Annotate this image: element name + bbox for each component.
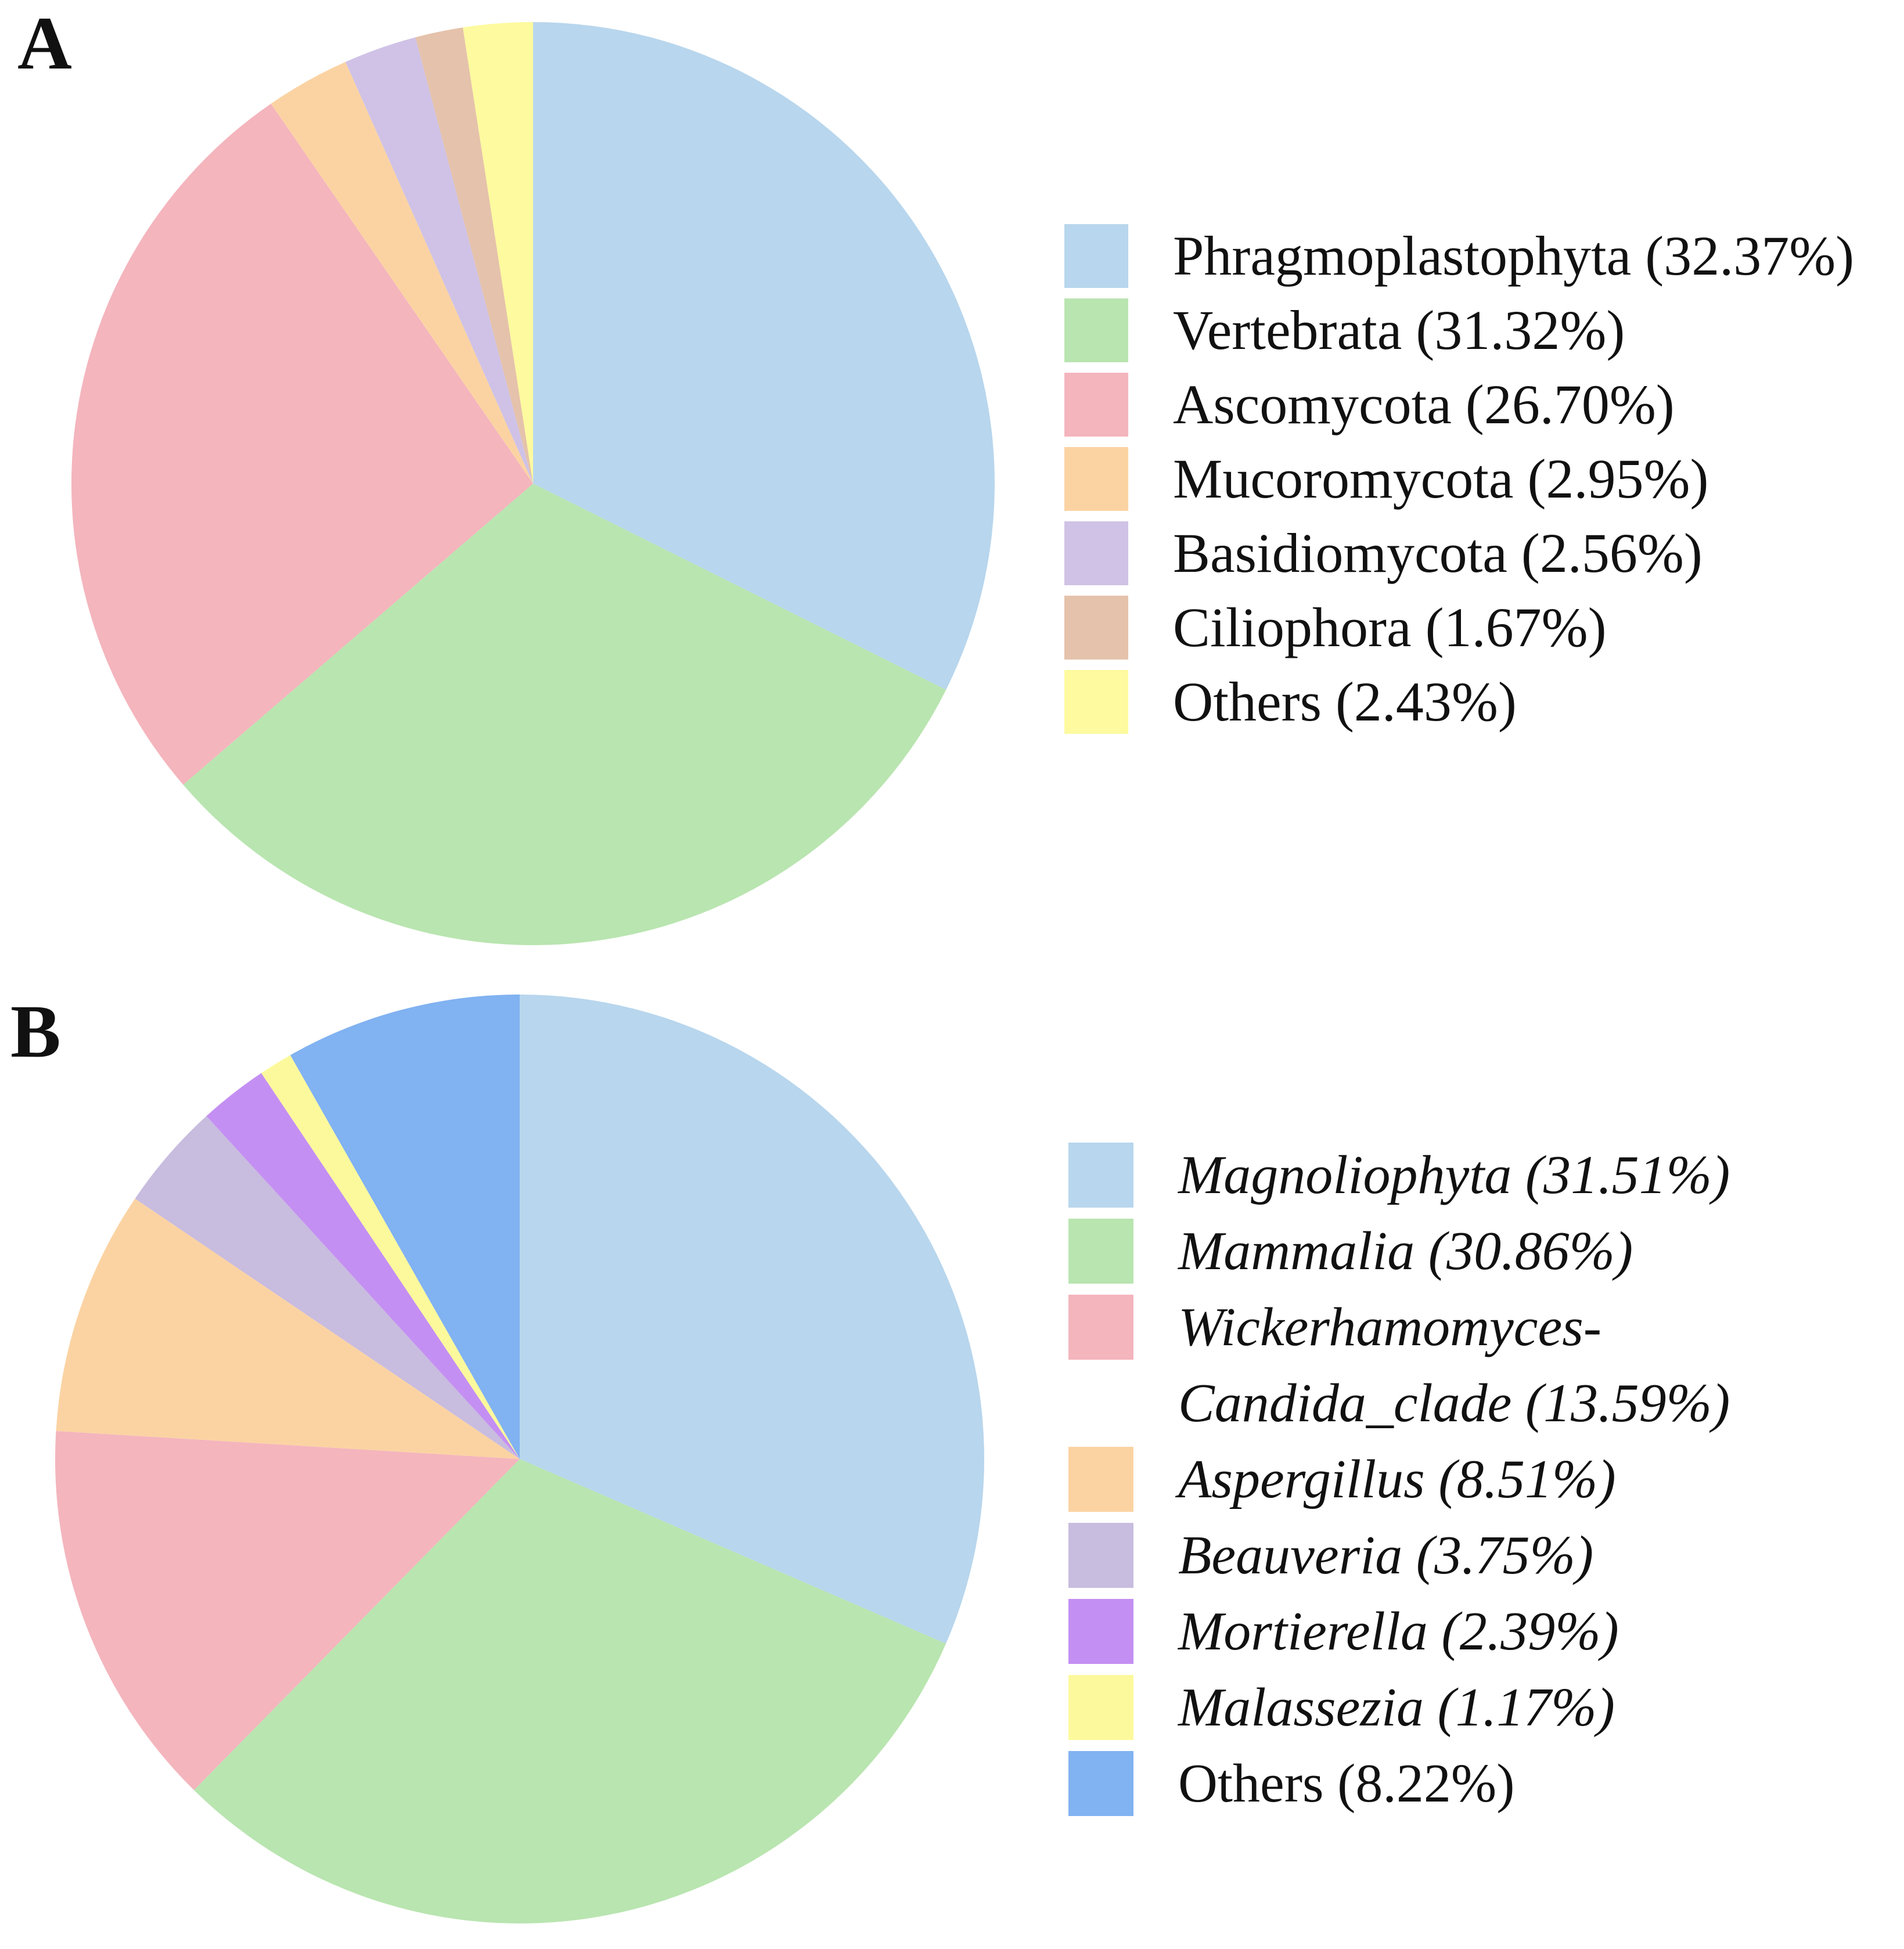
panel-a-label: A [17,2,72,85]
legend-label: Others (2.43%) [1173,671,1517,733]
legend-item: Basidiomycota (2.56%) [1064,516,1854,590]
legend-item: Ascomycota (26.70%) [1064,368,1854,442]
pie-slice-aspergillus [56,1198,520,1459]
legend-swatch [1064,224,1128,288]
legend-swatch [1064,298,1128,362]
pie-slice-magnoliophyta [520,995,984,1644]
legend-item: Candida_clade (13.59%) [1068,1365,1730,1441]
legend-label: Mortierella (2.39%) [1178,1601,1619,1662]
pie-slice-mucoromycota [271,62,533,484]
legend-label: Wickerhamomyces- [1178,1296,1602,1357]
legend-item: Phragmoplastophyta (32.37%) [1064,219,1854,293]
legend-swatch [1068,1674,1133,1740]
legend-b: Magnoliophyta (31.51%) Mammalia (30.86%) W… [1068,1137,1730,1821]
legend-item: Mucoromycota (2.95%) [1064,442,1854,516]
pie-slice-others [463,22,533,484]
legend-item: Beauveria (3.75%) [1068,1517,1730,1593]
legend-item: Others (8.22%) [1068,1745,1730,1821]
legend-swatch [1068,1142,1133,1208]
legend-label: Aspergillus (8.51%) [1178,1449,1616,1510]
legend-item: Wickerhamomyces- [1068,1289,1730,1365]
legend-swatch [1068,1750,1133,1816]
legend-label: Others (8.22%) [1178,1753,1515,1814]
legend-item: Magnoliophyta (31.51%) [1068,1137,1730,1213]
pie-slice-phragmoplastophyta [533,22,995,690]
legend-item: Malassezia (1.17%) [1068,1669,1730,1745]
legend-item: Mammalia (30.86%) [1068,1213,1730,1289]
pie-slice-wickerhamomyces-candida-clade [55,1431,520,1791]
legend-item: Ciliophora (1.67%) [1064,590,1854,665]
legend-swatch [1064,521,1128,585]
pie-slice-mammalia [193,1459,946,1923]
legend-swatch [1064,447,1128,511]
pie-slice-others [290,995,520,1459]
legend-label: Beauveria (3.75%) [1178,1525,1594,1586]
legend-swatch [1068,1218,1133,1284]
legend-item: Aspergillus (8.51%) [1068,1441,1730,1517]
legend-label: Magnoliophyta (31.51%) [1178,1144,1730,1205]
legend-label: Mucoromycota (2.95%) [1173,448,1709,510]
legend-swatch [1064,670,1128,734]
pie-chart-b [55,995,984,1923]
legend-item: Others (2.43%) [1064,665,1854,739]
pie-slice-ciliophora [415,27,533,484]
legend-label: Phragmoplastophyta (32.37%) [1173,225,1855,287]
pie-slice-malassezia [261,1055,520,1459]
legend-label: Basidiomycota (2.56%) [1173,522,1703,584]
panel-b-label: B [10,990,61,1073]
legend-label: Mammalia (30.86%) [1178,1220,1633,1281]
legend-label: Ascomycota (26.70%) [1173,373,1675,435]
legend-item: Vertebrata (31.32%) [1064,293,1854,368]
pie-slice-vertebrata [183,484,946,945]
pie-chart-a [71,22,995,945]
legend-swatch [1068,1522,1133,1588]
pie-slice-beauveria [135,1116,520,1459]
legend-swatch [1068,1598,1133,1664]
pie-slice-ascomycota [71,103,534,785]
legend-swatch [1064,596,1128,660]
legend-label: Candida_clade (13.59%) [1178,1372,1730,1433]
legend-a: Phragmoplastophyta (32.37%) Vertebrata (3… [1064,219,1854,739]
pie-slice-basidiomycota [345,37,533,484]
legend-item: Mortierella (2.39%) [1068,1593,1730,1669]
legend-label: Malassezia (1.17%) [1178,1677,1615,1738]
legend-label: Vertebrata (31.32%) [1173,299,1625,361]
legend-swatch [1064,373,1128,437]
legend-swatch [1068,1294,1133,1360]
legend-swatch [1068,1446,1133,1512]
pie-slice-mortierella [206,1073,520,1459]
legend-label: Ciliophora (1.67%) [1173,596,1607,658]
